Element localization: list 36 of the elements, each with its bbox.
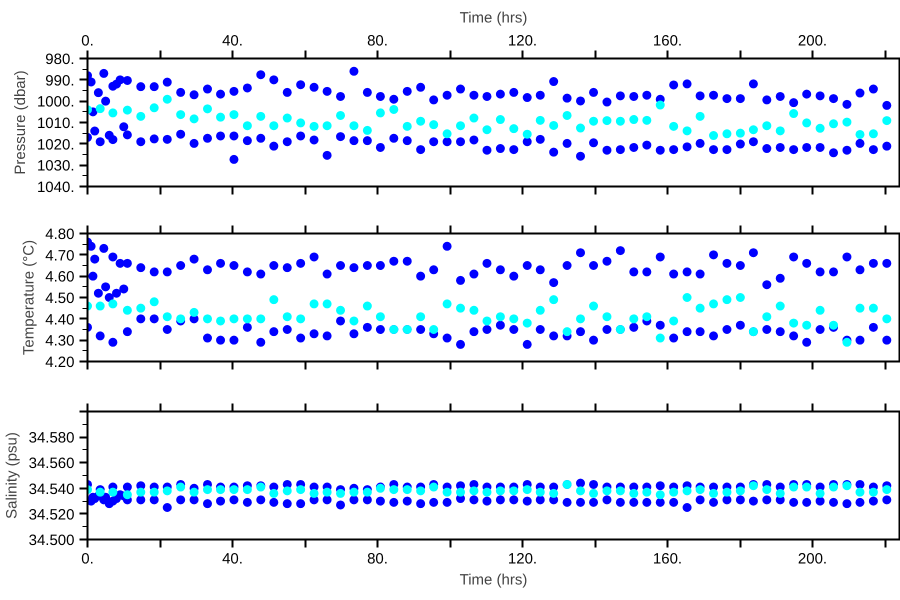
y-tick-label: 4.30 — [45, 332, 75, 350]
y-axis-title: Temperature (°C) — [20, 240, 38, 356]
x-tick-label: 200. — [798, 550, 828, 568]
y-tick-label: 34.500 — [28, 532, 75, 549]
x-tick-label: 200. — [798, 32, 828, 50]
y-tick-label: 1030. — [36, 158, 75, 175]
x-tick-label: 0. — [81, 32, 94, 50]
y-tick-label: 34.580 — [28, 430, 75, 447]
y-tick-label: 4.50 — [45, 290, 75, 307]
x-tick-label: 160. — [652, 550, 682, 568]
y-tick-label: 1010. — [36, 115, 75, 132]
x-axis-title: Time (hrs) — [460, 10, 528, 26]
y-tick-label: 1000. — [36, 94, 75, 111]
y-tick-label: 34.520 — [28, 506, 75, 524]
x-tick-label: 80. — [367, 32, 388, 50]
y-tick-label: 4.40 — [45, 311, 75, 328]
x-tick-label: 40. — [222, 550, 243, 568]
y-tick-label: 990. — [45, 72, 75, 90]
y-tick-label: 4.80 — [45, 226, 75, 243]
x-tick-label: 40. — [222, 32, 243, 50]
y-tick-label: 4.20 — [45, 354, 75, 371]
x-tick-label: 0. — [81, 550, 94, 568]
y-tick-label: 1020. — [36, 136, 75, 154]
y-tick-label: 34.540 — [28, 480, 75, 498]
y-tick-label: 4.70 — [45, 247, 75, 264]
x-tick-label: 120. — [508, 32, 538, 50]
x-tick-label: 160. — [652, 32, 682, 50]
y-axis-title: Salinity (psu) — [4, 432, 21, 519]
x-tick-label: 80. — [367, 550, 388, 568]
y-tick-label: 1040. — [36, 179, 75, 196]
y-tick-label: 980. — [45, 51, 75, 68]
y-tick-label: 34.560 — [28, 455, 75, 472]
x-tick-label: 120. — [508, 550, 538, 568]
x-axis-title: Time (hrs) — [460, 572, 528, 588]
y-axis-title: Pressure (dbar) — [12, 70, 29, 175]
y-tick-label: 4.60 — [45, 268, 75, 286]
